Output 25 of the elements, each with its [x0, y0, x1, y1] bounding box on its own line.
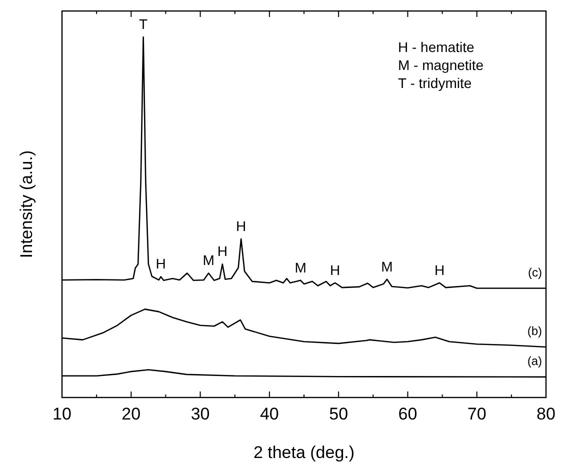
- annotation: H: [217, 243, 228, 260]
- annotation: H: [434, 262, 445, 278]
- annotation: H: [156, 256, 166, 272]
- series-label: (c): [528, 265, 542, 280]
- x-axis-title: 2 theta (deg.): [253, 443, 355, 462]
- x-tick-label: 30: [190, 404, 210, 424]
- annotation: M - magnetite: [398, 57, 484, 73]
- y-axis-title: Intensity (a.u.): [17, 150, 36, 258]
- x-tick-label: 50: [329, 404, 348, 424]
- series-label: (b): [527, 324, 542, 338]
- annotation: M: [381, 258, 393, 274]
- annotation: H: [330, 262, 340, 278]
- x-tick-label: 10: [52, 404, 72, 424]
- annotation: T - tridymite: [398, 75, 472, 91]
- x-tick-label: 20: [122, 404, 141, 424]
- x-tick-label: 60: [398, 404, 418, 424]
- annotation: H - hematite: [398, 39, 474, 55]
- annotation: M: [202, 252, 214, 268]
- x-tick-label: 70: [467, 404, 486, 424]
- series-label: (a): [527, 354, 542, 368]
- x-tick-label: 40: [260, 404, 279, 424]
- annotation: M: [294, 259, 306, 276]
- x-tick-label: 80: [536, 404, 556, 424]
- annotation: T: [139, 16, 148, 32]
- annotation: H: [236, 218, 246, 234]
